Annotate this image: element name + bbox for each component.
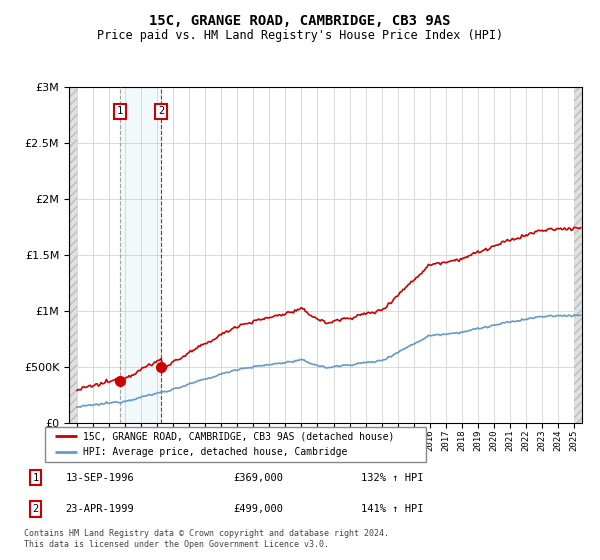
FancyBboxPatch shape [45,427,426,462]
Text: 2: 2 [158,106,164,116]
Bar [574,87,584,423]
Text: 141% ↑ HPI: 141% ↑ HPI [361,504,423,514]
Bar [69,87,77,423]
Text: 13-SEP-1996: 13-SEP-1996 [65,473,134,483]
Text: 1: 1 [32,473,38,483]
Text: HPI: Average price, detached house, Cambridge: HPI: Average price, detached house, Camb… [83,447,347,458]
Text: £369,000: £369,000 [234,473,284,483]
Text: 132% ↑ HPI: 132% ↑ HPI [361,473,423,483]
Text: Price paid vs. HM Land Registry's House Price Index (HPI): Price paid vs. HM Land Registry's House … [97,29,503,42]
Text: 1: 1 [116,106,123,116]
Bar [120,87,161,423]
Text: Contains HM Land Registry data © Crown copyright and database right 2024.
This d: Contains HM Land Registry data © Crown c… [24,529,389,549]
Text: £499,000: £499,000 [234,504,284,514]
Text: 15C, GRANGE ROAD, CAMBRIDGE, CB3 9AS (detached house): 15C, GRANGE ROAD, CAMBRIDGE, CB3 9AS (de… [83,431,394,441]
Text: 15C, GRANGE ROAD, CAMBRIDGE, CB3 9AS: 15C, GRANGE ROAD, CAMBRIDGE, CB3 9AS [149,14,451,28]
Text: 23-APR-1999: 23-APR-1999 [65,504,134,514]
Text: 2: 2 [32,504,38,514]
